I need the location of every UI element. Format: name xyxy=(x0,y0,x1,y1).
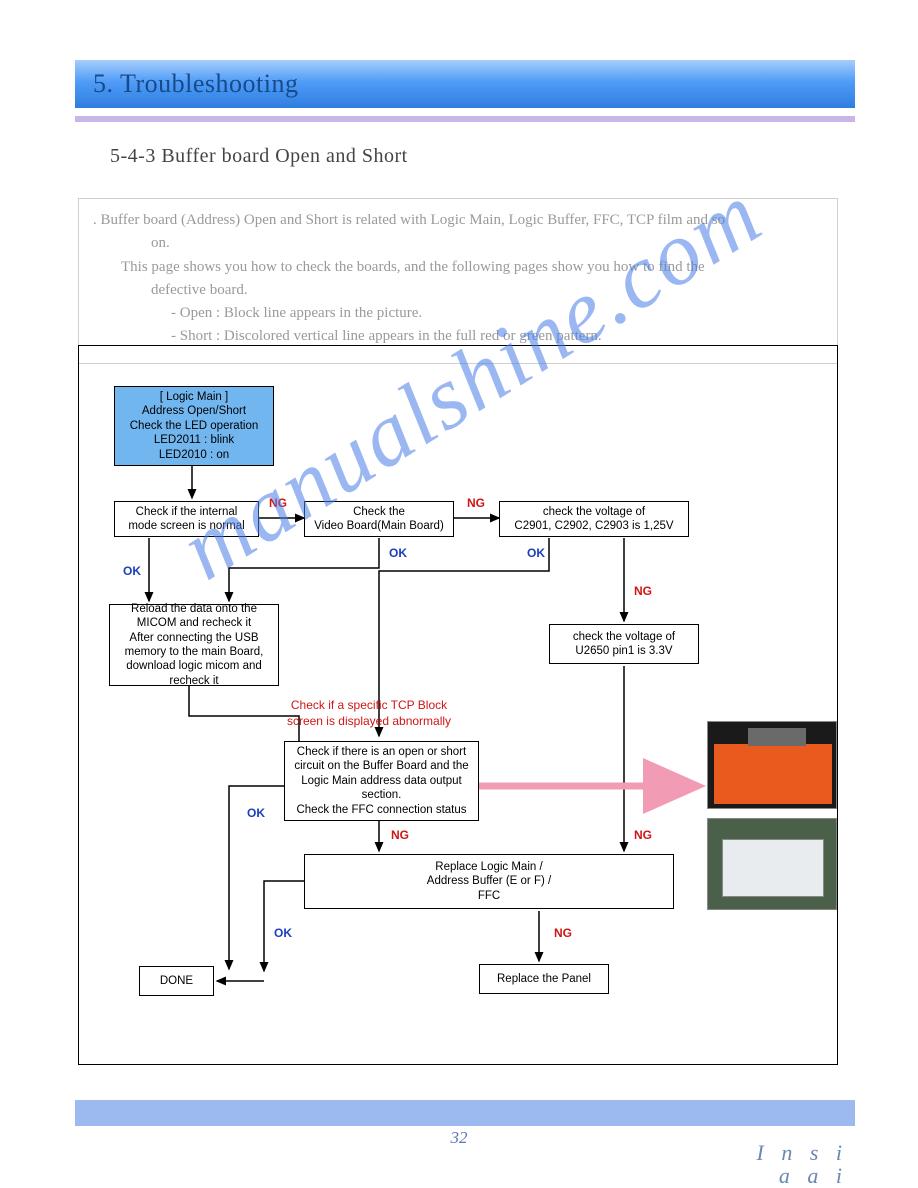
intro-line2b: defective board. xyxy=(93,279,823,302)
label-ng-1: NG xyxy=(269,496,287,510)
node-voltage-c290x: check the voltage of C2901, C2902, C2903… xyxy=(499,501,689,537)
subsection-title: 5-4-3 Buffer board Open and Short xyxy=(110,145,408,168)
node-voltage-c290x-text: check the voltage of C2901, C2902, C2903… xyxy=(514,505,673,534)
page: 5. Troubleshooting 5-4-3 Buffer board Op… xyxy=(0,0,918,1188)
node-replace-logic: Replace Logic Main / Address Buffer (E o… xyxy=(304,854,674,909)
label-ok-3: OK xyxy=(527,546,545,560)
node-done-text: DONE xyxy=(160,974,193,988)
node-check-internal: Check if the internal mode screen is nor… xyxy=(114,501,259,537)
node-check-buffer: Check if there is an open or short circu… xyxy=(284,741,479,821)
node-reload-micom-text: Reload the data onto the MICOM and reche… xyxy=(116,602,272,688)
node-done: DONE xyxy=(139,966,214,996)
node-reload-micom: Reload the data onto the MICOM and reche… xyxy=(109,604,279,686)
node-voltage-u2650-text: check the voltage of U2650 pin1 is 3.3V xyxy=(573,630,675,659)
node-start: [ Logic Main ] Address Open/Short Check … xyxy=(114,386,274,466)
flow-red-caption-text: Check if a specific TCP Block screen is … xyxy=(287,698,451,728)
section-title: 5. Troubleshooting xyxy=(93,69,299,99)
title-underline xyxy=(75,116,855,122)
section-title-bar: 5. Troubleshooting xyxy=(75,60,855,108)
intro-line2: This page shows you how to check the boa… xyxy=(93,256,823,279)
label-ng-5: NG xyxy=(634,828,652,842)
flow-red-caption: Check if a specific TCP Block screen is … xyxy=(274,698,464,729)
flowchart-container: [ Logic Main ] Address Open/Short Check … xyxy=(78,345,838,1065)
node-voltage-u2650: check the voltage of U2650 pin1 is 3.3V xyxy=(549,624,699,664)
node-replace-logic-text: Replace Logic Main / Address Buffer (E o… xyxy=(427,860,551,903)
label-ng-2: NG xyxy=(467,496,485,510)
label-ok-2: OK xyxy=(389,546,407,560)
label-ng-6: NG xyxy=(554,926,572,940)
footer-bar xyxy=(75,1100,855,1126)
photo-2-screen xyxy=(722,839,824,897)
intro-box: . Buffer board (Address) Open and Short … xyxy=(78,198,838,364)
label-ng-3: NG xyxy=(634,584,652,598)
photo-1-top xyxy=(748,728,806,746)
node-replace-panel-text: Replace the Panel xyxy=(497,972,591,986)
node-video-board-text: Check the Video Board(Main Board) xyxy=(314,505,444,534)
intro-line1b: on. xyxy=(93,232,823,255)
brand-text-content: I n s i a a i xyxy=(757,1140,849,1188)
photo-2 xyxy=(707,818,837,910)
photo-1-inner xyxy=(714,744,832,804)
label-ok-5: OK xyxy=(274,926,292,940)
label-ok-1: OK xyxy=(123,564,141,578)
photo-1 xyxy=(707,721,837,809)
label-ok-4: OK xyxy=(247,806,265,820)
intro-line3: - Open : Block line appears in the pictu… xyxy=(93,302,823,325)
brand-text: I n s i a a i xyxy=(757,1118,849,1187)
node-check-buffer-text: Check if there is an open or short circu… xyxy=(291,745,472,817)
intro-line1: . Buffer board (Address) Open and Short … xyxy=(93,212,725,228)
node-check-internal-text: Check if the internal mode screen is nor… xyxy=(121,505,252,534)
node-video-board: Check the Video Board(Main Board) xyxy=(304,501,454,537)
node-replace-panel: Replace the Panel xyxy=(479,964,609,994)
label-ng-4: NG xyxy=(391,828,409,842)
node-start-text: [ Logic Main ] Address Open/Short Check … xyxy=(130,390,259,462)
